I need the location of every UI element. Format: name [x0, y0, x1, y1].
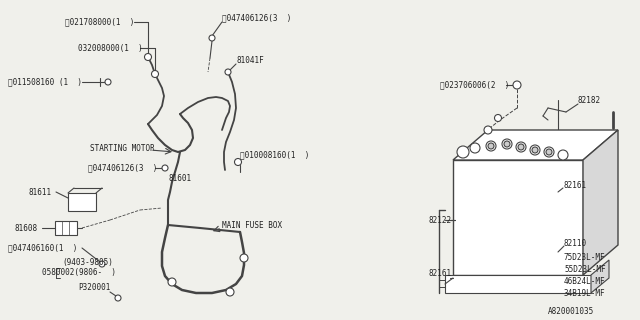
Text: 81041F: 81041F	[236, 55, 264, 65]
Circle shape	[546, 149, 552, 155]
Circle shape	[234, 158, 241, 165]
Circle shape	[558, 150, 568, 160]
Circle shape	[488, 143, 494, 149]
Circle shape	[516, 142, 526, 152]
Text: 75D23L-MF: 75D23L-MF	[564, 253, 605, 262]
Bar	[55, 221, 77, 235]
Circle shape	[502, 139, 512, 149]
Text: ⓝ023706006(2  ): ⓝ023706006(2 )	[440, 81, 509, 90]
Circle shape	[168, 278, 176, 286]
Circle shape	[240, 254, 248, 262]
Circle shape	[145, 53, 152, 60]
Circle shape	[105, 79, 111, 85]
Text: 81601: 81601	[168, 173, 191, 182]
Text: 81611: 81611	[28, 188, 51, 196]
Circle shape	[486, 141, 496, 151]
Text: 82110: 82110	[564, 238, 587, 247]
Text: 82182: 82182	[578, 95, 601, 105]
Text: P320001: P320001	[78, 284, 110, 292]
Text: A820001035: A820001035	[548, 308, 595, 316]
Text: 55D23L-MF: 55D23L-MF	[564, 266, 605, 275]
Polygon shape	[453, 160, 583, 275]
Circle shape	[162, 165, 168, 171]
Circle shape	[532, 147, 538, 153]
Text: 82161: 82161	[428, 269, 451, 278]
Text: 82122: 82122	[428, 215, 451, 225]
Circle shape	[209, 35, 215, 41]
Text: ⓝ021708000(1  ): ⓝ021708000(1 )	[65, 18, 134, 27]
Text: 46B24L-MF: 46B24L-MF	[564, 277, 605, 286]
Circle shape	[495, 115, 502, 122]
Text: (9403-9805): (9403-9805)	[62, 258, 113, 267]
Text: 81608: 81608	[14, 223, 37, 233]
Circle shape	[470, 143, 480, 153]
Text: 032008000(1  ): 032008000(1 )	[78, 44, 143, 52]
Text: 0580002(9806-  ): 0580002(9806- )	[42, 268, 116, 276]
Text: Ⓢ047406160(1  ): Ⓢ047406160(1 )	[8, 244, 77, 252]
Circle shape	[457, 146, 469, 158]
Circle shape	[513, 81, 521, 89]
Circle shape	[225, 69, 231, 75]
Text: Ⓑ011508160 (1  ): Ⓑ011508160 (1 )	[8, 77, 82, 86]
Circle shape	[504, 141, 510, 147]
Text: Ⓢ047406126(3  ): Ⓢ047406126(3 )	[222, 13, 291, 22]
Polygon shape	[583, 130, 618, 275]
Text: Ⓑ010008160(1  ): Ⓑ010008160(1 )	[240, 150, 309, 159]
Text: 34B19L-MF: 34B19L-MF	[564, 290, 605, 299]
Circle shape	[484, 126, 492, 134]
Text: STARTING MOTOR: STARTING MOTOR	[90, 143, 155, 153]
Circle shape	[518, 144, 524, 150]
Circle shape	[226, 288, 234, 296]
Text: 82161: 82161	[563, 180, 586, 189]
Circle shape	[115, 295, 121, 301]
Circle shape	[544, 147, 554, 157]
Polygon shape	[591, 260, 609, 293]
Circle shape	[99, 261, 105, 267]
Text: MAIN FUSE BOX: MAIN FUSE BOX	[222, 220, 282, 229]
Text: Ⓢ047406126(3  ): Ⓢ047406126(3 )	[88, 164, 157, 172]
Polygon shape	[445, 275, 591, 293]
Polygon shape	[453, 130, 618, 160]
Circle shape	[530, 145, 540, 155]
Bar	[68, 193, 96, 211]
Circle shape	[152, 70, 159, 77]
